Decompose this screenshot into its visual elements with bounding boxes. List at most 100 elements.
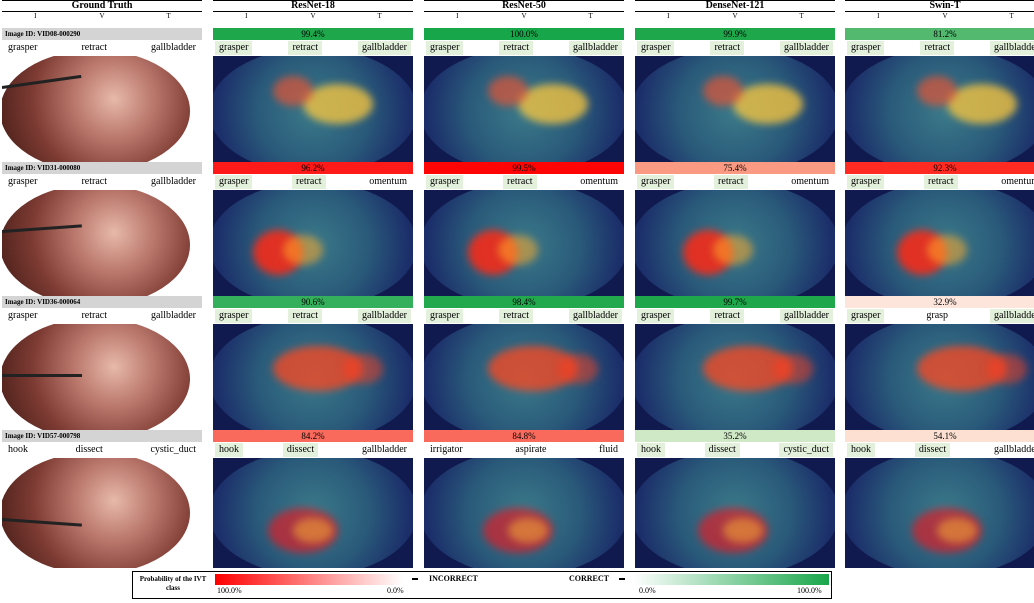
ivt-t: T: [377, 12, 382, 20]
gt-labels: hook dissect cystic_duct: [2, 443, 202, 457]
label-verb: aspirate: [511, 443, 551, 457]
attention-heatmap-image: [635, 324, 835, 434]
attention-heatmap-image: [213, 190, 413, 300]
model-prediction-block: 75.4% grasper retract omentum: [635, 162, 835, 300]
predicted-labels: grasper retract gallbladder: [213, 309, 413, 323]
label-target: gallbladder: [151, 310, 196, 321]
image-id: Image ID: VID36-000064: [2, 296, 202, 308]
predicted-labels: grasper retract gallbladder: [213, 41, 413, 55]
attention-heatmap-image: [845, 324, 1034, 434]
confidence-bar: 32.9%: [845, 296, 1034, 308]
confidence-bar: 84.8%: [424, 430, 624, 442]
gt-labels: grasper retract gallbladder: [2, 41, 202, 55]
legend-green-left: 0.0%: [639, 586, 656, 595]
model-prediction-block: 99.7% grasper retract gallbladder: [635, 296, 835, 434]
label-target: gallbladder: [569, 41, 622, 55]
attention-heatmap-image: [213, 324, 413, 434]
predicted-labels: grasper retract gallbladder: [635, 309, 835, 323]
model-prediction-block: 96.2% grasper retract omentum: [213, 162, 413, 300]
gt-block: Image ID: VID31-000080 grasper retract g…: [2, 162, 202, 300]
ivt-i: I: [456, 12, 459, 20]
column-title: DenseNet-121: [635, 0, 835, 12]
label-verb: dissect: [914, 443, 951, 457]
label-verb: dissect: [75, 444, 103, 455]
attention-heatmap-image: [213, 56, 413, 166]
predicted-labels: hook dissect cystic_duct: [635, 443, 835, 457]
label-target: omentum: [787, 175, 833, 189]
predicted-labels: grasper retract omentum: [424, 175, 624, 189]
label-instrument: grasper: [8, 310, 38, 321]
column-title: Swin-T: [845, 0, 1034, 12]
attention-heatmap-image: [635, 190, 835, 300]
label-verb: dissect: [282, 443, 319, 457]
label-verb: retract: [499, 41, 533, 55]
column-resnet50: ResNet-50 I V T: [424, 0, 624, 23]
legend-red-right: 0.0%: [387, 586, 404, 595]
label-verb: retract: [499, 309, 533, 323]
attention-heatmap-image: [213, 458, 413, 568]
ivt-v: V: [310, 12, 316, 20]
label-instrument: grasper: [215, 309, 253, 323]
confidence-bar: 75.4%: [635, 162, 835, 174]
legend-incorrect: INCORRECT: [429, 574, 478, 583]
label-instrument: hook: [637, 443, 665, 457]
model-prediction-block: 99.4% grasper retract gallbladder: [213, 28, 413, 166]
label-instrument: grasper: [637, 309, 675, 323]
label-verb: grasp: [922, 309, 953, 323]
confidence-bar: 99.7%: [635, 296, 835, 308]
attention-heatmap-image: [424, 458, 624, 568]
model-prediction-block: 84.2% hook dissect gallbladder: [213, 430, 413, 568]
label-target: cystic_duct: [779, 443, 833, 457]
legend-correct: CORRECT: [569, 574, 610, 583]
correct-gradient: [633, 574, 829, 585]
column-title: ResNet-18: [213, 0, 413, 12]
label-instrument: grasper: [8, 176, 38, 187]
ivt-v: V: [521, 12, 527, 20]
label-verb: retract: [710, 41, 744, 55]
column-resnet18: ResNet-18 I V T: [213, 0, 413, 23]
predicted-labels: grasper retract gallbladder: [424, 41, 624, 55]
column-swin-t: Swin-T I V T: [845, 0, 1034, 23]
label-instrument: grasper: [426, 175, 464, 189]
predicted-labels: grasper retract gallbladder: [424, 309, 624, 323]
label-target: gallbladder: [780, 41, 833, 55]
label-verb: retract: [81, 42, 107, 53]
model-prediction-block: 99.9% grasper retract gallbladder: [635, 28, 835, 166]
attention-heatmap-image: [635, 458, 835, 568]
ivt-t: T: [166, 12, 171, 20]
label-instrument: grasper: [426, 41, 464, 55]
attention-heatmap-image: [424, 324, 624, 434]
column-ground-truth: Ground Truth I V T: [2, 0, 202, 23]
label-instrument: grasper: [426, 309, 464, 323]
label-verb: retract: [710, 309, 744, 323]
label-instrument: irrigator: [426, 443, 467, 457]
ivt-i: I: [34, 12, 37, 20]
label-instrument: hook: [847, 443, 875, 457]
predicted-labels: grasper retract omentum: [845, 175, 1034, 189]
surgical-frame-image: [2, 324, 202, 434]
ivt-header: I V T: [845, 12, 1034, 21]
confidence-bar: 81.2%: [845, 28, 1034, 40]
model-prediction-block: 100.0% grasper retract gallbladder: [424, 28, 624, 166]
label-instrument: grasper: [637, 175, 675, 189]
ivt-i: I: [877, 12, 880, 20]
image-id: Image ID: VID31-000080: [2, 162, 202, 174]
attention-heatmap-image: [845, 458, 1034, 568]
confidence-bar: 90.6%: [213, 296, 413, 308]
label-target: gallbladder: [780, 309, 833, 323]
label-instrument: grasper: [637, 41, 675, 55]
ivt-v: V: [732, 12, 738, 20]
surgical-frame-image: [2, 56, 202, 166]
ivt-t: T: [799, 12, 804, 20]
confidence-bar: 99.5%: [424, 162, 624, 174]
confidence-bar: 92.3%: [845, 162, 1034, 174]
label-target: gallbladder: [358, 309, 411, 323]
label-instrument: grasper: [847, 175, 885, 189]
predicted-labels: grasper retract omentum: [213, 175, 413, 189]
label-target: gallbladder: [151, 42, 196, 53]
confidence-bar: 100.0%: [424, 28, 624, 40]
label-instrument: hook: [8, 444, 28, 455]
predicted-labels: hook dissect gallbladder: [213, 443, 413, 457]
legend-red-left: 100.0%: [217, 586, 242, 595]
label-verb: retract: [288, 309, 322, 323]
